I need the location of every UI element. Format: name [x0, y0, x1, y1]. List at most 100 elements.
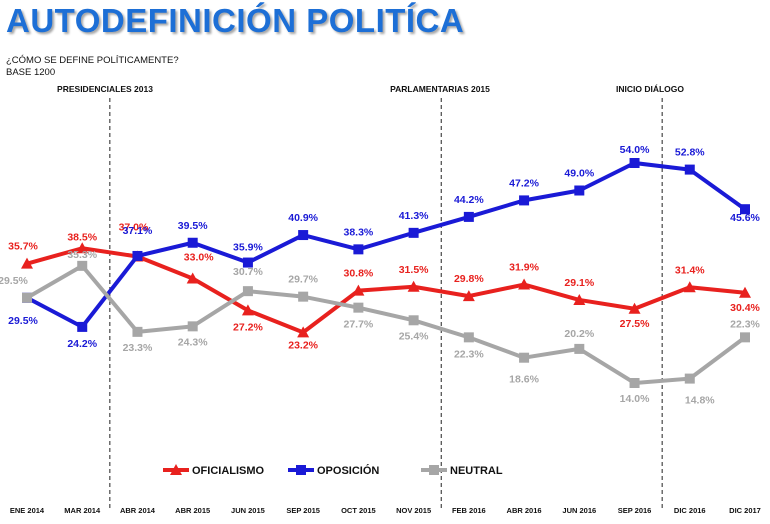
- x-tick-label: MAR 2014: [64, 506, 101, 515]
- data-label: 33.0%: [184, 252, 214, 264]
- data-point: [519, 195, 530, 206]
- data-label: 52.8%: [675, 147, 705, 159]
- event-label: PARLAMENTARIAS 2015: [390, 84, 490, 94]
- data-point: [740, 204, 750, 215]
- data-point: [22, 292, 32, 303]
- data-label: 44.2%: [454, 194, 484, 206]
- data-point: [187, 237, 198, 248]
- data-label: 14.8%: [685, 395, 715, 407]
- x-tick-label: SEP 2016: [618, 506, 652, 515]
- data-label: 18.6%: [509, 374, 539, 386]
- data-point: [683, 281, 696, 293]
- data-label: 35.3%: [67, 249, 97, 261]
- legend-marker: [296, 465, 306, 475]
- data-label: 39.5%: [178, 220, 208, 232]
- data-point: [739, 286, 751, 298]
- data-point: [629, 158, 640, 168]
- data-label: 31.5%: [399, 264, 429, 276]
- data-label: 37.0%: [119, 222, 149, 234]
- data-point: [353, 302, 364, 313]
- x-tick-label: DIC 2017: [729, 506, 761, 515]
- data-label: 38.5%: [67, 231, 97, 243]
- data-point: [241, 304, 254, 316]
- x-tick-label: ENE 2014: [10, 506, 45, 515]
- data-label: 49.0%: [564, 168, 594, 180]
- data-point: [186, 272, 199, 284]
- data-label: 22.3%: [454, 348, 484, 360]
- data-label: 31.9%: [509, 262, 539, 274]
- data-point: [187, 321, 198, 332]
- data-point: [574, 343, 585, 354]
- data-point: [77, 321, 88, 332]
- data-point: [298, 230, 309, 241]
- data-point: [77, 260, 88, 271]
- data-point: [21, 257, 33, 269]
- data-point: [519, 352, 530, 363]
- data-label: 30.4%: [730, 302, 760, 314]
- data-label: 47.2%: [509, 177, 539, 189]
- data-point: [684, 164, 695, 175]
- data-point: [242, 257, 253, 268]
- chart-title: AUTODEFINICIÓN POLITÍCA: [6, 2, 465, 39]
- data-label: 38.3%: [343, 226, 373, 238]
- data-point: [629, 378, 640, 388]
- x-tick-label: NOV 2015: [396, 506, 431, 515]
- data-label: 22.3%: [730, 318, 760, 330]
- data-point: [297, 326, 310, 338]
- data-label: 29.8%: [454, 273, 484, 285]
- x-tick-label: ABR 2016: [507, 506, 542, 515]
- event-label: INICIO DIÁLOGO: [616, 84, 684, 94]
- x-tick-label: JUN 2015: [231, 506, 265, 515]
- data-point: [352, 284, 365, 296]
- series-line-neutral: [25, 263, 747, 385]
- data-point: [132, 250, 143, 261]
- data-label: 41.3%: [399, 210, 429, 222]
- data-point: [353, 244, 364, 255]
- data-label: 24.2%: [67, 338, 97, 350]
- data-label: 37.1%: [123, 225, 153, 237]
- data-label: 45.6%: [730, 212, 760, 224]
- data-point: [573, 293, 586, 305]
- data-point: [740, 332, 750, 343]
- data-label: 23.2%: [288, 339, 318, 351]
- legend-label: OPOSICIÓN: [317, 464, 379, 477]
- data-point: [518, 278, 531, 290]
- data-point: [76, 242, 89, 254]
- event-label: PRESIDENCIALES 2013: [57, 84, 153, 94]
- data-label: 23.3%: [123, 342, 153, 354]
- data-point: [462, 290, 475, 302]
- data-label: 27.5%: [620, 318, 650, 330]
- x-tick-label: ABR 2015: [175, 506, 210, 515]
- x-tick-label: JUN 2016: [562, 506, 596, 515]
- x-tick-label: FEB 2016: [452, 506, 486, 515]
- data-point: [408, 227, 419, 238]
- legend-marker: [170, 464, 182, 475]
- data-point: [407, 280, 420, 292]
- data-label: 30.7%: [233, 266, 263, 278]
- data-label: 31.4%: [675, 264, 705, 276]
- data-label: 24.3%: [178, 336, 208, 348]
- data-point: [574, 185, 585, 196]
- data-label: 20.2%: [564, 328, 594, 340]
- data-point: [132, 326, 143, 337]
- data-point: [463, 332, 474, 343]
- data-label: 29.7%: [288, 274, 318, 286]
- x-tick-label: OCT 2015: [341, 506, 376, 515]
- series-line-oficialismo: [26, 246, 746, 335]
- question-text: ¿CÓMO SE DEFINE POLÍTICAMENTE?: [6, 55, 179, 66]
- data-point: [628, 302, 641, 314]
- x-tick-label: SEP 2015: [286, 506, 320, 515]
- data-point: [298, 291, 309, 302]
- data-label: 27.2%: [233, 321, 263, 333]
- data-label: 27.7%: [343, 319, 373, 331]
- data-label: 40.9%: [288, 212, 318, 224]
- x-tick-label: DIC 2016: [674, 506, 706, 515]
- data-label: 29.5%: [8, 315, 38, 327]
- data-point: [408, 315, 419, 326]
- base-text: BASE 1200: [6, 67, 56, 78]
- data-point: [463, 211, 474, 222]
- data-label: 30.8%: [343, 268, 373, 280]
- data-label: 54.0%: [620, 144, 650, 156]
- data-point: [684, 373, 695, 384]
- chart-subtitle: ¿CÓMO SE DEFINE POLÍTICAMENTE? BASE 1200: [6, 55, 179, 79]
